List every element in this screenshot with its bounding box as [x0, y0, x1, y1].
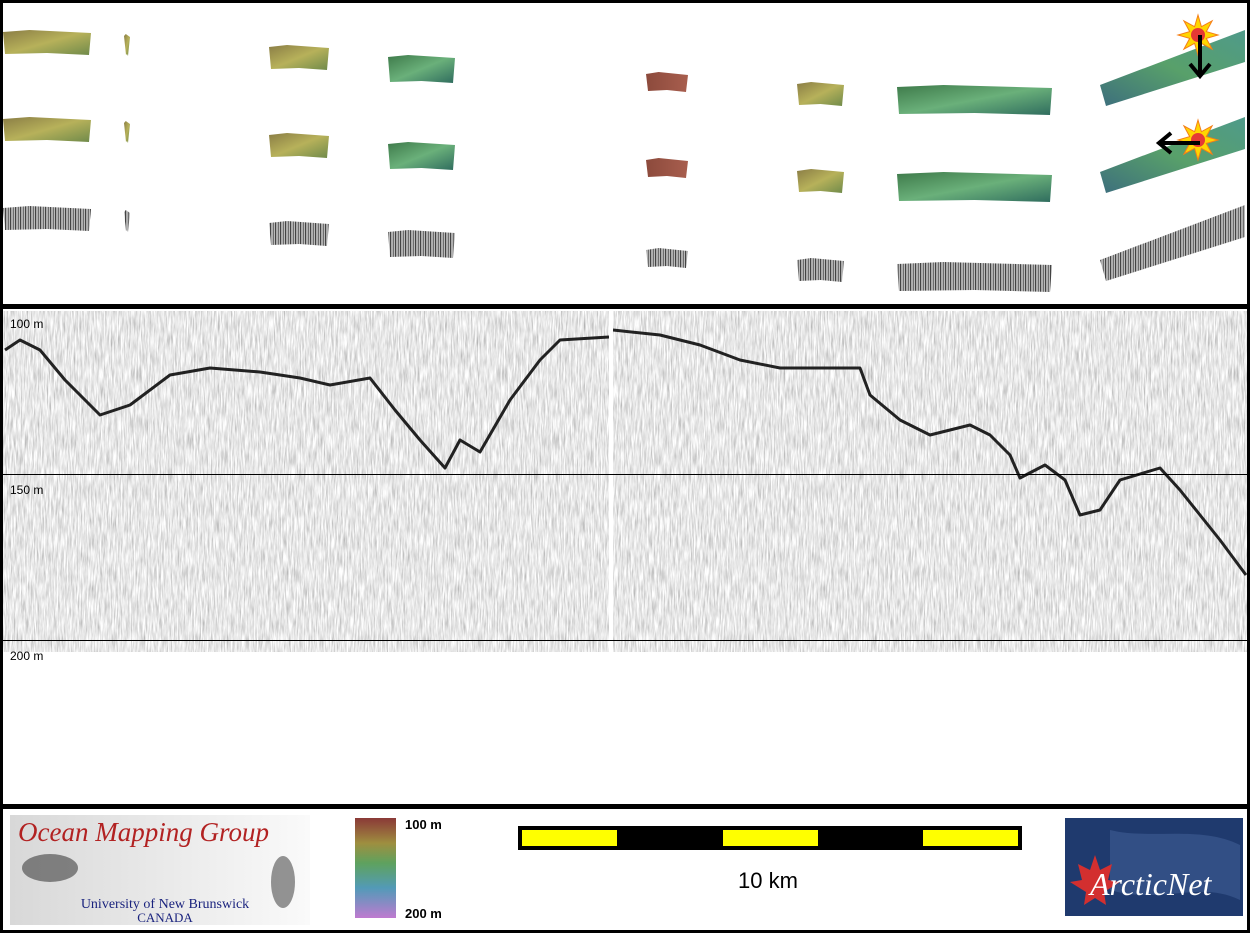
- swath-patch: [646, 248, 688, 268]
- depth-label: 200 m: [10, 649, 43, 663]
- colorbar-label: 200 m: [405, 906, 442, 921]
- swath-patch: [388, 230, 455, 258]
- swath-patch: [3, 30, 91, 55]
- heading-arrow: [1155, 131, 1200, 155]
- swath-patch: [3, 206, 91, 231]
- swath-patch: [388, 55, 455, 83]
- scale-segment: [723, 830, 818, 846]
- swath-patch: [388, 142, 455, 170]
- swath-patch: [897, 262, 1052, 292]
- depth-label: 150 m: [10, 483, 43, 497]
- footer: Ocean Mapping Group University of New Br…: [10, 815, 1243, 925]
- swath-patch: [269, 133, 329, 158]
- swath-patch: [269, 45, 329, 70]
- swath-patch: [797, 82, 844, 106]
- swath-patch: [646, 158, 688, 178]
- scale-label: 10 km: [738, 868, 798, 893]
- swath-patch: [797, 258, 844, 282]
- swath-patch: [1100, 205, 1245, 281]
- swath-patch: [124, 121, 130, 143]
- swath-patch: [269, 221, 329, 246]
- logo-title: Ocean Mapping Group: [18, 817, 269, 847]
- profile-panel: 100 m 150 m 200 m: [3, 311, 1248, 663]
- arcticnet-text: ArcticNet: [1088, 866, 1213, 902]
- swath-patch: [1100, 30, 1245, 106]
- swath-patch: [646, 72, 688, 92]
- logo-graphic: [22, 854, 78, 882]
- logo-map: [1110, 830, 1240, 900]
- logo-university: University of New Brunswick: [81, 897, 249, 912]
- colorbar-shade: [355, 818, 396, 918]
- swath-patch: [1100, 117, 1245, 193]
- logo-graphic: [271, 856, 295, 908]
- colorbar-label: 100 m: [405, 817, 442, 832]
- swath-patch: [897, 172, 1052, 202]
- swath-patch: [797, 169, 844, 193]
- swath-patch: [3, 117, 91, 142]
- swath-patch: [897, 85, 1052, 115]
- sonar-image: [3, 311, 1247, 652]
- divider: [0, 804, 1250, 809]
- maple-leaf: [1070, 855, 1120, 905]
- heading-arrow: [1188, 35, 1212, 80]
- divider: [0, 304, 1250, 309]
- logo-country: CANADA: [137, 910, 193, 925]
- scale-segment: [522, 830, 617, 846]
- swath-patch: [124, 210, 130, 232]
- gap: [609, 311, 613, 652]
- depth-label: 100 m: [10, 317, 43, 331]
- scale-segment: [923, 830, 1018, 846]
- seabed-echo: [4, 328, 1248, 576]
- swath-patch: [124, 34, 130, 56]
- swath-panel: [3, 13, 1245, 292]
